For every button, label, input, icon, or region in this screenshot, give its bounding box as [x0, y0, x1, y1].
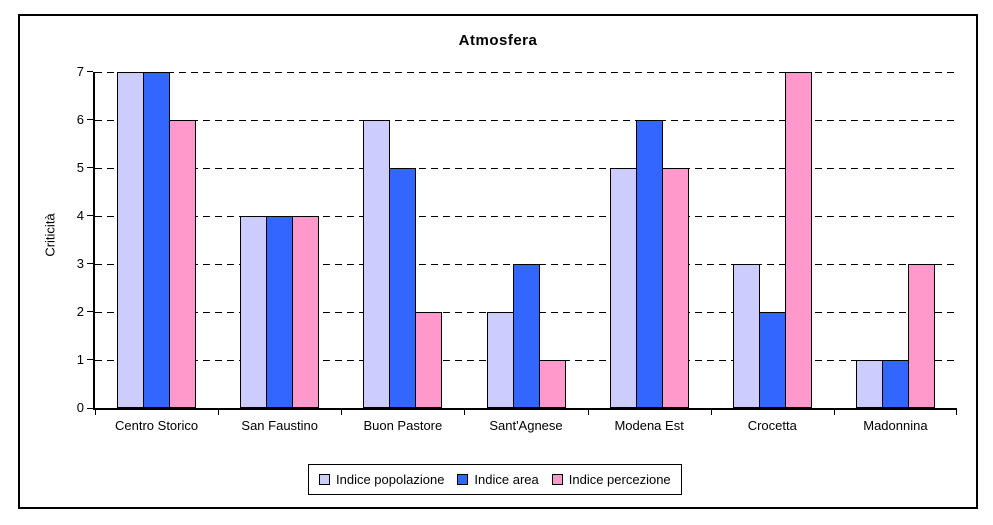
y-tick-label-7: 7 [76, 64, 84, 79]
legend-item-indice-popolazione: Indice popolazione [319, 472, 444, 487]
category-label-centro-storico: Centro Storico [115, 418, 199, 433]
x-tick-mark-5 [710, 408, 712, 415]
bar-buon-pastore-indice-popolazione [363, 120, 391, 408]
legend-item-indice-percezione: Indice percezione [551, 472, 671, 487]
bar-crocetta-indice-popolazione [732, 264, 760, 408]
category-label-modena-est: Modena Est [614, 418, 684, 433]
y-tick-mark-4 [87, 215, 93, 216]
bar-centro-storico-indice-area [143, 72, 171, 408]
gridline-4 [95, 216, 957, 217]
gridline-7 [95, 72, 957, 73]
bar-modena-est-indice-popolazione [609, 168, 637, 408]
legend-swatch-indice-area [457, 474, 469, 485]
bar-crocetta-indice-area [758, 312, 786, 408]
legend-swatch-indice-percezione [551, 474, 563, 485]
category-label-sant-agnese: Sant'Agnese [489, 418, 563, 433]
y-tick-mark-6 [87, 119, 93, 120]
bar-buon-pastore-indice-area [389, 168, 417, 408]
y-tick-label-5: 5 [76, 160, 84, 175]
y-tick-label-4: 4 [76, 208, 84, 223]
y-tick-label-6: 6 [76, 112, 84, 127]
bar-sant-agnese-indice-area [512, 264, 540, 408]
y-tick-mark-2 [87, 311, 93, 312]
bar-modena-est-indice-percezione [661, 168, 689, 408]
legend-label-indice-percezione: Indice percezione [568, 472, 671, 487]
bar-centro-storico-indice-percezione [169, 120, 197, 408]
legend-item-indice-area: Indice area [457, 472, 539, 487]
y-tick-mark-0 [87, 408, 93, 409]
y-tick-label-2: 2 [76, 304, 84, 319]
x-axis-line [93, 408, 957, 410]
bar-san-faustino-indice-area [266, 216, 294, 408]
bar-crocetta-indice-percezione [784, 72, 812, 408]
chart-title: Atmosfera [458, 32, 538, 49]
bar-madonnina-indice-area [881, 360, 909, 408]
bar-sant-agnese-indice-percezione [538, 360, 566, 408]
plot-area [93, 72, 957, 410]
y-tick-mark-7 [87, 71, 93, 72]
bar-madonnina-indice-popolazione [855, 360, 883, 408]
y-tick-mark-3 [87, 263, 93, 264]
x-tick-mark-2 [341, 408, 343, 415]
bar-sant-agnese-indice-popolazione [486, 312, 514, 408]
x-tick-mark-7 [956, 408, 957, 415]
x-tick-mark-1 [218, 408, 220, 415]
bar-centro-storico-indice-popolazione [117, 72, 145, 408]
bar-modena-est-indice-area [635, 120, 663, 408]
gridline-5 [95, 168, 957, 169]
y-tick-label-1: 1 [76, 352, 84, 367]
category-label-buon-pastore: Buon Pastore [363, 418, 443, 433]
bar-madonnina-indice-percezione [907, 264, 935, 408]
gridline-6 [95, 120, 957, 121]
legend-label-indice-popolazione: Indice popolazione [336, 472, 445, 487]
y-tick-label-3: 3 [76, 256, 84, 271]
bar-san-faustino-indice-popolazione [240, 216, 268, 408]
category-label-san-faustino: San Faustino [241, 418, 319, 433]
y-axis-line [93, 72, 95, 410]
legend: Indice popolazione Indice area Indice perc… [308, 464, 682, 495]
x-tick-mark-4 [587, 408, 589, 415]
x-tick-mark-0 [95, 408, 96, 415]
y-tick-label-0: 0 [76, 400, 84, 415]
y-tick-mark-5 [87, 167, 93, 168]
y-tick-mark-1 [87, 359, 93, 360]
legend-swatch-indice-popolazione [319, 474, 330, 485]
category-label-madonnina: Madonnina [863, 418, 928, 433]
x-tick-mark-3 [464, 408, 466, 415]
legend-label-indice-area: Indice area [474, 472, 539, 487]
bar-san-faustino-indice-percezione [292, 216, 320, 408]
bar-buon-pastore-indice-percezione [415, 312, 443, 408]
category-label-crocetta: Crocetta [747, 418, 797, 433]
x-tick-mark-6 [833, 408, 835, 415]
